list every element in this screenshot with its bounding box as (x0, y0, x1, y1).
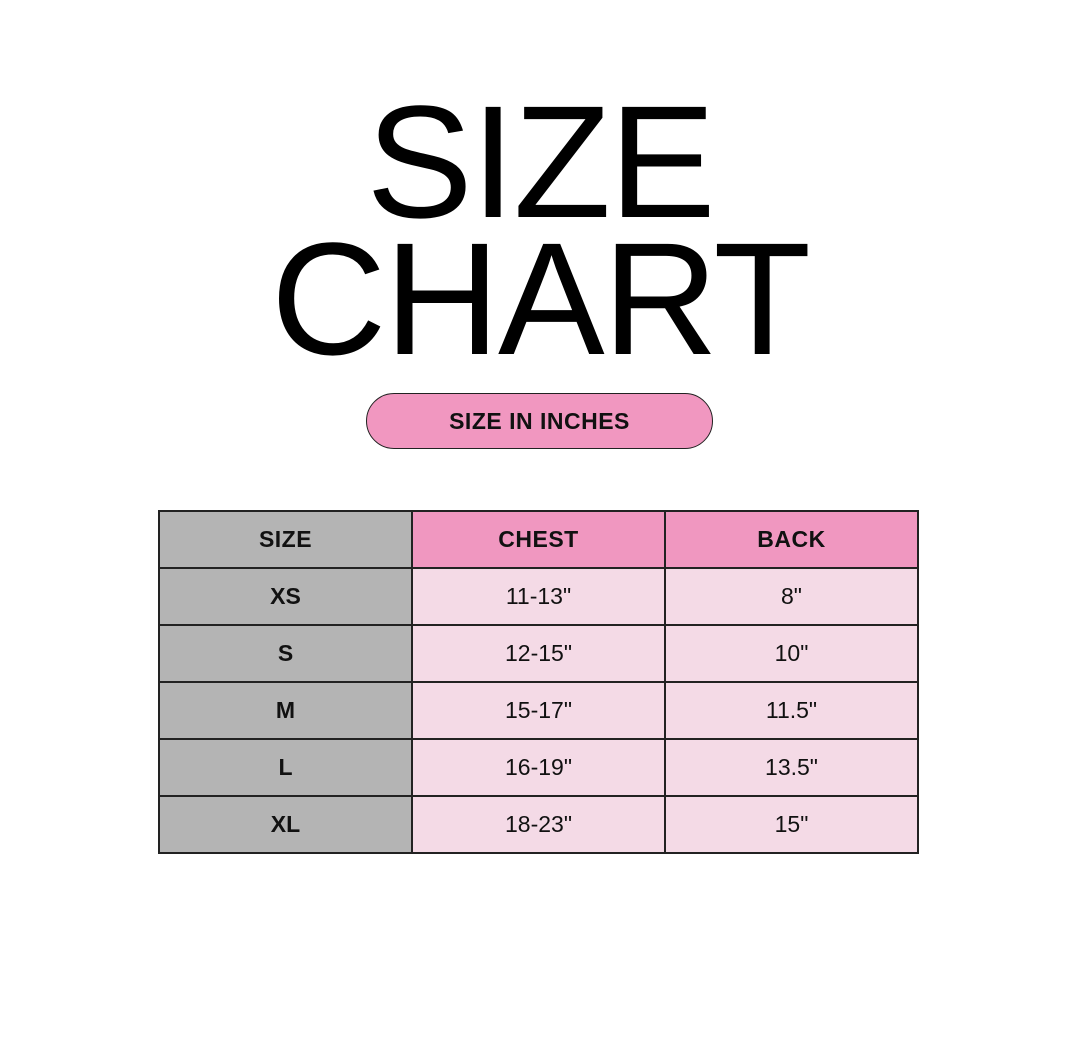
table-row: XL 18-23" 15" (158, 795, 919, 854)
cell-size: XL (158, 795, 413, 854)
cell-chest: 12-15" (411, 624, 666, 683)
cell-chest: 18-23" (411, 795, 666, 854)
header-chest: CHEST (411, 510, 666, 569)
cell-back: 15" (664, 795, 919, 854)
cell-back: 10" (664, 624, 919, 683)
cell-size: L (158, 738, 413, 797)
table-row: L 16-19" 13.5" (158, 738, 919, 797)
table-row: S 12-15" 10" (158, 624, 919, 683)
cell-size: XS (158, 567, 413, 626)
title-line-2: CHART (270, 209, 811, 388)
header-size: SIZE (158, 510, 413, 569)
cell-size: S (158, 624, 413, 683)
header-back: BACK (664, 510, 919, 569)
table-row: XS 11-13" 8" (158, 567, 919, 626)
title-line-1: SIZE (366, 72, 716, 251)
size-in-inches-badge: SIZE IN INCHES (366, 393, 713, 449)
table-row: M 15-17" 11.5" (158, 681, 919, 740)
cell-back: 11.5" (664, 681, 919, 740)
table-header-row: SIZE CHEST BACK (158, 510, 919, 569)
size-table: SIZE CHEST BACK XS 11-13" 8" S 12-15" 10" M 15-… (158, 510, 919, 854)
cell-chest: 15-17" (411, 681, 666, 740)
cell-chest: 11-13" (411, 567, 666, 626)
cell-size: M (158, 681, 413, 740)
cell-back: 13.5" (664, 738, 919, 797)
cell-chest: 16-19" (411, 738, 666, 797)
cell-back: 8" (664, 567, 919, 626)
